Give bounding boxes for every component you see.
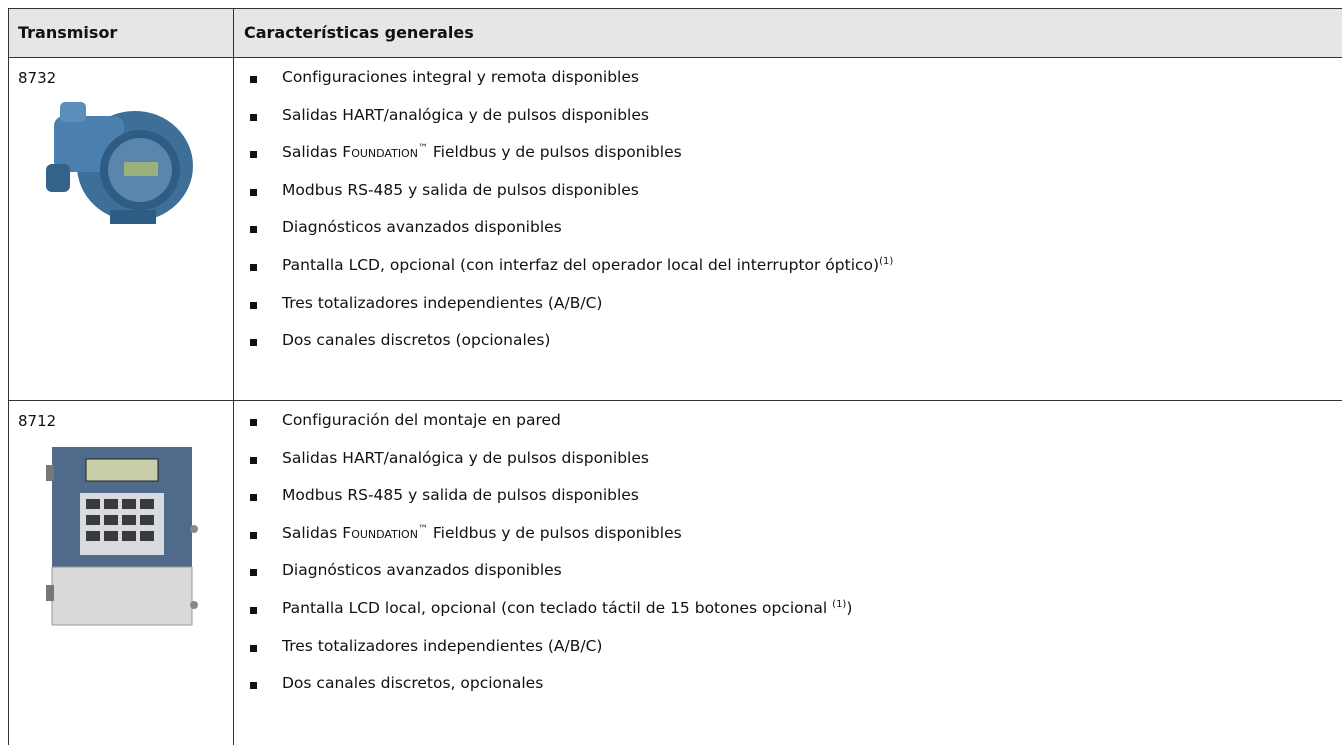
feature-item: Tres totalizadores independientes (A/B/C… (282, 293, 603, 312)
text-run: ™ (417, 143, 428, 155)
bullet (250, 494, 257, 502)
text-run: (1) (832, 599, 847, 610)
product-image (46, 447, 198, 626)
text-run: Salidas (282, 523, 343, 542)
text-run: Fieldbus y de pulsos disponibles (427, 523, 682, 542)
feature-item: Diagnósticos avanzados disponibles (282, 218, 562, 237)
bullet (250, 531, 257, 539)
border (8, 8, 9, 745)
text-run: Salidas (282, 143, 343, 162)
bullet (250, 456, 257, 464)
header-cell: Transmisor (18, 23, 118, 42)
bullet (250, 188, 257, 196)
border (8, 8, 1342, 9)
bullet (250, 607, 257, 614)
text-run: ™ (417, 523, 428, 535)
text-run: Fieldbus y de pulsos disponibles (427, 143, 682, 162)
bullet (250, 682, 257, 690)
feature-item: Salidas HART/analógica y de pulsos dispo… (282, 448, 649, 467)
feature-item: Tres totalizadores independientes (A/B/C… (282, 636, 603, 655)
bullet (250, 151, 257, 159)
feature-item: Configuración del montaje en pared (282, 411, 561, 429)
header-background (8, 8, 1342, 57)
model-label: 8712 (18, 412, 57, 430)
feature-item: Diagnósticos avanzados disponibles (282, 561, 562, 580)
feature-item: Configuraciones integral y remota dispon… (282, 68, 639, 86)
bullet (250, 301, 257, 309)
text-run: Foundation (342, 523, 418, 542)
product-image (46, 102, 193, 224)
text-run: (1) (879, 256, 894, 267)
feature-item: Salidas HART/analógica y de pulsos dispo… (282, 105, 649, 124)
feature-item: Dos canales discretos, opcionales (282, 674, 544, 693)
feature-item: Salidas Foundation™ Fieldbus y de pulsos… (282, 143, 682, 161)
feature-item: Pantalla LCD local, opcional (con teclad… (282, 599, 852, 617)
border (8, 57, 1342, 58)
model-label: 8732 (18, 69, 57, 87)
bullet (250, 569, 257, 577)
text-run: Pantalla LCD local, opcional (con teclad… (282, 599, 833, 617)
border (8, 400, 1342, 401)
header-cell: Características generales (244, 23, 474, 42)
feature-item: Modbus RS-485 y salida de pulsos disponi… (282, 180, 639, 199)
text-run: Foundation (342, 143, 418, 162)
feature-item: Modbus RS-485 y salida de pulsos disponi… (282, 486, 639, 505)
feature-item: Dos canales discretos (opcionales) (282, 331, 551, 350)
bullet (250, 419, 257, 426)
bullet (250, 264, 257, 271)
bullet (250, 644, 257, 652)
feature-item: Pantalla LCD, opcional (con interfaz del… (282, 256, 893, 274)
bullet (250, 339, 257, 347)
text-run: ) (846, 599, 853, 617)
feature-item: Salidas Foundation™ Fieldbus y de pulsos… (282, 524, 682, 542)
bullet (250, 113, 257, 121)
text-run: Pantalla LCD, opcional (con interfaz del… (282, 256, 880, 274)
bullet (250, 76, 257, 83)
bullet (250, 226, 257, 234)
border (233, 8, 234, 745)
